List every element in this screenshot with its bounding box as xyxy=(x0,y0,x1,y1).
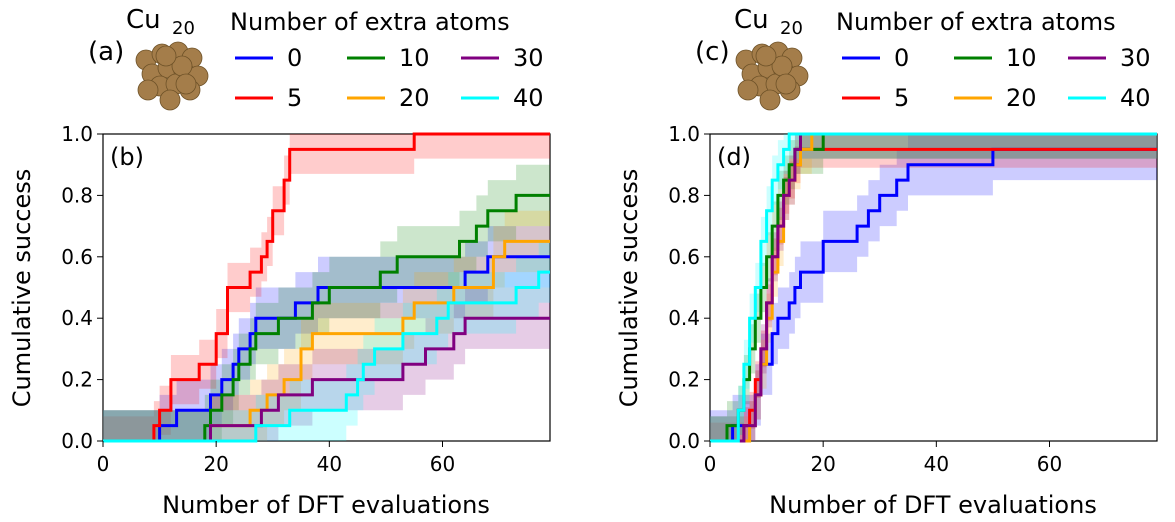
copper-atom-sphere xyxy=(137,79,159,101)
confidence-band-b-40 xyxy=(103,241,550,441)
legend-label-20: 20 xyxy=(1006,84,1037,112)
y-tick-label-d: 1.0 xyxy=(668,122,700,146)
y-tick-label-d: 0.6 xyxy=(668,245,700,269)
x-tick-label-d: 20 xyxy=(810,452,835,476)
y-tick-label-b: 0.2 xyxy=(61,368,93,392)
legend-title-right: Number of extra atoms xyxy=(836,8,1116,36)
lines-b xyxy=(103,132,550,443)
lines-d xyxy=(710,132,1157,443)
legend-right: Number of extra atoms 0 5 10 20 30 40 xyxy=(836,8,1151,112)
y-tick-label-b: 0.0 xyxy=(61,429,93,453)
series-line-b-5 xyxy=(103,132,550,443)
legend-label-40: 40 xyxy=(513,84,544,112)
cu20-cluster-image-a xyxy=(135,41,209,111)
legend-left: Number of extra atoms 0 5 10 20 30 40 xyxy=(230,8,544,112)
legend-label-30: 30 xyxy=(513,44,544,72)
y-tick-label-d: 0.2 xyxy=(668,368,700,392)
y-tick-label-b: 1.0 xyxy=(61,122,93,146)
y-tick-label-d: 0.4 xyxy=(668,306,700,330)
panel-d: 0 20 40 60 0.0 0.2 0.4 0.6 0.8 1.0 (d) Number of … xyxy=(615,122,1158,519)
copper-atom-sphere xyxy=(755,45,777,67)
y-axis-label-d: Cumulative success xyxy=(615,169,643,408)
cluster-subscript-c: 20 xyxy=(780,18,803,39)
y-tick-label-b: 0.4 xyxy=(61,306,93,330)
confidence-band-b-0 xyxy=(103,226,550,441)
panel-label-d: (d) xyxy=(717,143,751,171)
y-tick-label-d: 0.0 xyxy=(668,429,700,453)
y-tick-label-b: 0.8 xyxy=(61,183,93,207)
ticks-d: 0 20 40 60 0.0 0.2 0.4 0.6 0.8 1.0 xyxy=(668,122,1062,476)
series-line-b-10 xyxy=(103,193,550,443)
cluster-header-c: Cu 20 (c) xyxy=(695,5,809,111)
legend-label-20: 20 xyxy=(399,84,430,112)
legend-entries-left: 0 5 10 20 30 40 xyxy=(235,44,544,112)
legend-label-0: 0 xyxy=(287,44,302,72)
cluster-header-a: Cu 20 (a) xyxy=(88,5,209,111)
legend-label-10: 10 xyxy=(1006,44,1037,72)
x-tick-label-b: 60 xyxy=(430,452,455,476)
panel-b: 0 20 40 60 0.0 0.2 0.4 0.6 0.8 1.0 (b) Number of … xyxy=(8,122,551,519)
x-tick-label-d: 40 xyxy=(924,452,949,476)
x-tick-label-d: 0 xyxy=(704,452,717,476)
x-tick-label-b: 0 xyxy=(97,452,110,476)
cluster-label-a: Cu xyxy=(126,5,161,35)
x-tick-label-d: 60 xyxy=(1037,452,1062,476)
x-axis-label-d: Number of DFT evaluations xyxy=(769,491,1097,519)
cluster-label-c: Cu xyxy=(734,5,769,35)
series-line-d-30 xyxy=(710,132,1157,443)
copper-atom-sphere xyxy=(759,89,781,111)
x-tick-label-b: 20 xyxy=(203,452,228,476)
legend-label-0: 0 xyxy=(894,44,909,72)
panel-label-b: (b) xyxy=(110,143,144,171)
copper-atom-sphere xyxy=(775,73,797,95)
series-line-b-40 xyxy=(103,270,550,443)
legend-label-5: 5 xyxy=(287,84,302,112)
copper-atom-sphere xyxy=(155,45,177,67)
copper-atom-sphere xyxy=(737,79,759,101)
x-axis-label-b: Number of DFT evaluations xyxy=(162,491,490,519)
legend-entries-right: 0 5 10 20 30 40 xyxy=(842,44,1151,112)
legend-title-left: Number of extra atoms xyxy=(230,8,510,36)
plot-frame-b xyxy=(102,133,551,442)
legend-label-30: 30 xyxy=(1120,44,1151,72)
legend-label-10: 10 xyxy=(399,44,430,72)
panel-label-a: (a) xyxy=(88,37,124,67)
cu20-cluster-image-c xyxy=(735,41,809,111)
legend-label-5: 5 xyxy=(894,84,909,112)
y-tick-label-b: 0.6 xyxy=(61,245,93,269)
legend-label-40: 40 xyxy=(1120,84,1151,112)
confidence-band-b-20 xyxy=(103,210,550,441)
series-line-d-40 xyxy=(710,132,1157,443)
panel-label-c: (c) xyxy=(695,37,730,67)
y-axis-label-b: Cumulative success xyxy=(8,169,36,408)
copper-atom-sphere xyxy=(159,89,181,111)
cluster-subscript-a: 20 xyxy=(172,18,195,39)
ticks-b: 0 20 40 60 0.0 0.2 0.4 0.6 0.8 1.0 xyxy=(61,122,455,476)
x-tick-label-b: 40 xyxy=(317,452,342,476)
y-tick-label-d: 0.8 xyxy=(668,183,700,207)
copper-atom-sphere xyxy=(175,73,197,95)
